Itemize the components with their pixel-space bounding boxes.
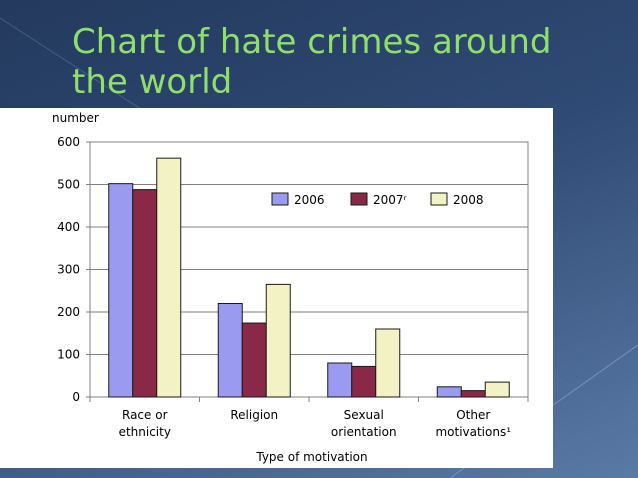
bar-2006-3 (436, 386, 462, 398)
legend-label: 2006 (294, 193, 325, 207)
bar-2007-2 (351, 365, 377, 398)
legend-swatch (271, 192, 289, 206)
y-axis-label: number (52, 111, 99, 125)
y-axis-ticks: 0 100 200 300 400 500 600 (57, 135, 90, 404)
x-axis-ticks: Race or ethnicity Religion Sexual orientatio… (89, 397, 529, 439)
y-tick-label: 0 (72, 390, 80, 404)
x-axis-label: Type of motivation (255, 450, 367, 464)
bar-2008-3 (484, 381, 510, 398)
x-tick-label: Other motivations¹ (435, 408, 511, 439)
bar-2008-2 (375, 328, 401, 398)
y-tick-label: 100 (57, 348, 80, 362)
x-tick-label: Religion (230, 408, 278, 422)
x-tick-label: Sexual orientation (331, 408, 397, 439)
legend-swatch (350, 192, 368, 206)
legend-label: 2007ʳ (373, 193, 408, 207)
legend: 2006 2007ʳ 2008 (271, 192, 484, 207)
y-tick-label: 500 (57, 178, 80, 192)
bar-2007-3 (460, 390, 486, 398)
y-tick-label: 600 (57, 135, 80, 149)
bar-2008-1 (265, 283, 291, 398)
bar-2006-2 (327, 362, 353, 398)
bar-2008-0 (156, 157, 182, 398)
y-tick-label: 300 (57, 263, 80, 277)
slide-title: Chart of hate crimes around the world (72, 22, 552, 102)
bar-2006-0 (108, 183, 134, 398)
bar-2007-0 (132, 189, 158, 398)
bar-2007-1 (241, 322, 267, 398)
bar-2006-1 (217, 303, 243, 398)
bars (108, 157, 510, 398)
y-tick-label: 400 (57, 220, 80, 234)
legend-label: 2008 (453, 193, 484, 207)
y-tick-label: 200 (57, 305, 80, 319)
legend-swatch (430, 192, 448, 206)
x-tick-label: Race or ethnicity (119, 408, 171, 439)
